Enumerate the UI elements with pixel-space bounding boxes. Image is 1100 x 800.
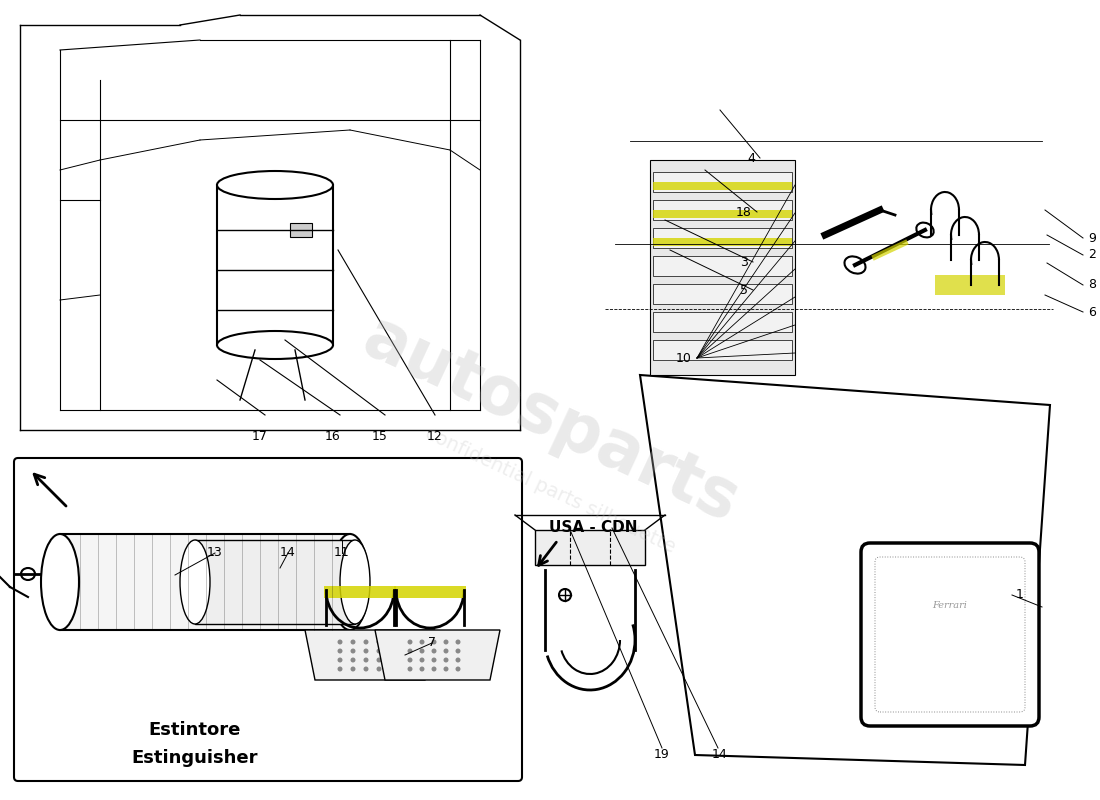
- Circle shape: [351, 658, 355, 662]
- Circle shape: [363, 649, 368, 654]
- Circle shape: [389, 666, 395, 671]
- Circle shape: [443, 666, 449, 671]
- Circle shape: [407, 666, 412, 671]
- Circle shape: [443, 649, 449, 654]
- Polygon shape: [640, 375, 1050, 765]
- Text: 10: 10: [676, 351, 692, 365]
- Circle shape: [376, 658, 382, 662]
- Text: 12: 12: [427, 430, 443, 443]
- Circle shape: [431, 649, 437, 654]
- Text: Estinguisher: Estinguisher: [132, 749, 258, 767]
- Bar: [653, 172, 792, 192]
- Circle shape: [338, 649, 342, 654]
- Text: 7: 7: [428, 637, 436, 650]
- Circle shape: [419, 658, 425, 662]
- Text: 3: 3: [740, 255, 748, 269]
- Circle shape: [407, 658, 412, 662]
- Circle shape: [419, 649, 425, 654]
- Text: autosparts: autosparts: [352, 304, 748, 536]
- Polygon shape: [305, 630, 434, 680]
- Bar: [653, 256, 792, 276]
- Circle shape: [407, 639, 412, 645]
- Text: 9: 9: [1088, 231, 1096, 245]
- Circle shape: [351, 666, 355, 671]
- Circle shape: [419, 639, 425, 645]
- Text: 14: 14: [280, 546, 296, 559]
- Ellipse shape: [217, 171, 333, 199]
- Bar: [653, 228, 792, 248]
- Ellipse shape: [331, 534, 368, 630]
- Ellipse shape: [180, 540, 210, 624]
- Text: 18: 18: [736, 206, 752, 218]
- Text: 19: 19: [654, 749, 670, 762]
- Bar: [324, 586, 396, 598]
- Circle shape: [351, 639, 355, 645]
- Ellipse shape: [217, 331, 333, 359]
- FancyBboxPatch shape: [861, 543, 1040, 726]
- Circle shape: [376, 649, 382, 654]
- Circle shape: [455, 666, 461, 671]
- Text: 1: 1: [1016, 589, 1024, 602]
- Circle shape: [363, 658, 368, 662]
- Bar: [653, 238, 792, 246]
- Ellipse shape: [340, 540, 370, 624]
- Circle shape: [389, 639, 395, 645]
- Circle shape: [455, 658, 461, 662]
- Bar: [650, 160, 795, 375]
- Bar: [653, 210, 792, 218]
- Bar: [394, 586, 466, 598]
- Circle shape: [407, 649, 412, 654]
- Text: 5: 5: [740, 283, 748, 297]
- Circle shape: [376, 639, 382, 645]
- Bar: [935, 275, 1005, 295]
- Circle shape: [419, 666, 425, 671]
- Text: 8: 8: [1088, 278, 1096, 291]
- Circle shape: [338, 658, 342, 662]
- Circle shape: [338, 666, 342, 671]
- Circle shape: [431, 658, 437, 662]
- Bar: [60, 534, 350, 630]
- Circle shape: [455, 639, 461, 645]
- Bar: [217, 185, 333, 345]
- Circle shape: [431, 666, 437, 671]
- Text: 16: 16: [326, 430, 341, 443]
- Circle shape: [443, 639, 449, 645]
- Circle shape: [376, 666, 382, 671]
- Bar: [653, 284, 792, 304]
- Circle shape: [455, 649, 461, 654]
- Bar: [653, 312, 792, 332]
- Text: 2: 2: [1088, 249, 1096, 262]
- Text: 11: 11: [334, 546, 350, 559]
- Text: 14: 14: [712, 749, 728, 762]
- FancyBboxPatch shape: [14, 458, 522, 781]
- Text: 17: 17: [252, 430, 268, 443]
- Bar: [290, 223, 312, 237]
- Circle shape: [351, 649, 355, 654]
- Bar: [195, 540, 355, 624]
- Bar: [653, 340, 792, 360]
- Text: Estintore: Estintore: [148, 721, 241, 739]
- Text: USA - CDN: USA - CDN: [549, 519, 637, 534]
- Text: confidential parts silhouette: confidential parts silhouette: [421, 423, 679, 557]
- Circle shape: [443, 658, 449, 662]
- Ellipse shape: [41, 534, 79, 630]
- Polygon shape: [375, 630, 500, 680]
- Circle shape: [389, 649, 395, 654]
- Bar: [653, 200, 792, 220]
- Circle shape: [389, 658, 395, 662]
- Text: 13: 13: [207, 546, 223, 559]
- Text: 4: 4: [747, 151, 755, 165]
- Polygon shape: [535, 530, 645, 565]
- Bar: [653, 182, 792, 190]
- Text: Ferrari: Ferrari: [933, 601, 967, 610]
- Text: 6: 6: [1088, 306, 1096, 318]
- Circle shape: [338, 639, 342, 645]
- Text: 15: 15: [372, 430, 388, 443]
- Circle shape: [363, 639, 368, 645]
- Circle shape: [431, 639, 437, 645]
- Circle shape: [363, 666, 368, 671]
